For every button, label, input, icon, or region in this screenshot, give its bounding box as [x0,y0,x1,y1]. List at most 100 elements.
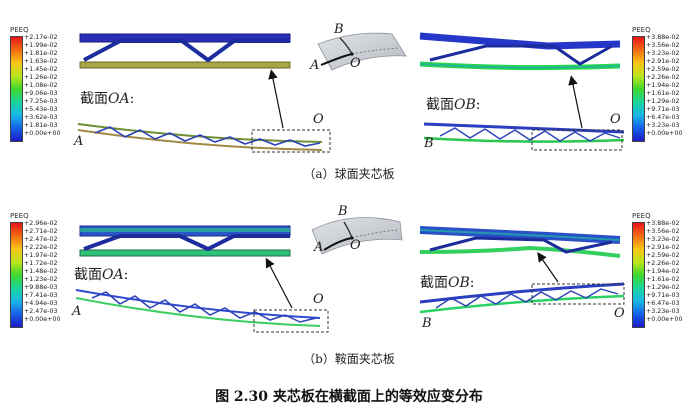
legend-value: +4.94e-03 [24,300,58,307]
legend-value: +3.56e-02 [646,228,680,235]
legend-colorbar [632,222,645,328]
legend-value: +1.45e-02 [24,66,58,73]
legend-value: +3.23e-03 [646,308,680,315]
point-b-label: B [334,22,344,37]
point-b-label: B [422,316,432,331]
full-section-oa-b [75,257,329,333]
legend-value: +2.96e-02 [24,220,58,227]
legend-value: +3.62e-03 [24,114,58,121]
section-var: OB [454,97,476,113]
legend-value: +1.61e-02 [646,90,680,97]
legend-value: +1.61e-02 [646,276,680,283]
legend-value: +0.00e+00 [24,316,61,323]
legend-title: PEEQ [10,26,29,34]
point-o-label: O [614,306,625,321]
panel-b-caption: （b）鞍面夹芯板 [303,352,395,366]
point-o-label: O [610,112,621,127]
legend-title: PEEQ [632,26,651,34]
legend-colorbar [632,36,645,142]
shell-sketch-b [311,217,403,255]
legend-value: +5.43e-03 [24,106,58,113]
zoom-section-ob-b [419,226,621,258]
point-o-label: O [350,56,361,71]
legend-value: +6.47e-03 [646,114,680,121]
panel-a [77,32,625,153]
legend-value: +7.41e-03 [24,292,58,299]
legend-value: +0.00e+00 [646,316,683,323]
legend-value: +9.88e-03 [24,284,58,291]
section-var: OA [108,91,130,107]
legend-value: +1.81e-03 [24,122,58,129]
section-prefix: 截面 [426,97,454,113]
legend-value: +3.23e-03 [646,122,680,129]
legend-value: +7.25e-03 [24,98,58,105]
legend-value: +1.94e-02 [646,268,680,275]
point-o-label: O [350,238,361,253]
section-suffix: : [475,97,481,113]
shell-sketch-a [317,32,407,71]
section-var: OB [448,275,470,291]
legend-value: +1.29e-02 [646,98,680,105]
legend-value: +1.29e-02 [646,284,680,291]
legend-title: PEEQ [632,212,651,220]
full-section-ob-b [419,252,625,314]
legend-values: +2.17e-02 +1.99e-02 +1.81e-02 +1.63e-02 … [24,34,60,138]
section-suffix: : [469,275,475,291]
panel-a-caption: （a）球面夹芯板 [303,167,395,181]
legend-values: +3.88e-02 +3.56e-02 +3.23e-02 +2.91e-02 … [646,34,682,138]
zoom-section-oa-b [79,225,291,257]
legend-title: PEEQ [10,212,29,220]
point-a-label: A [314,240,324,255]
full-section-ob-a [423,75,625,151]
legend-value: +2.26e-02 [646,260,680,267]
legend-value: +6.47e-03 [646,300,680,307]
point-a-label: A [74,134,84,149]
legend-value: +0.00e+00 [646,130,683,137]
section-ob-label-b: 截面OB: [420,272,474,292]
legend-values: +2.96e-02 +2.71e-02 +2.47e-02 +2.22e-02 … [24,220,60,324]
zoom-section-ob-a [419,32,621,71]
point-a-label: A [72,304,82,319]
legend-value: +1.63e-02 [24,58,58,65]
legend-value: +3.23e-02 [646,236,680,243]
section-oa-label-a: 截面OA: [80,88,134,108]
legend-value: +1.08e-02 [24,82,58,89]
legend-value: +2.91e-02 [646,58,680,65]
legend-value: +2.17e-02 [24,34,58,41]
section-prefix: 截面 [80,91,108,107]
legend-value: +2.91e-02 [646,244,680,251]
figure-caption: 图 2.30 夹芯板在横截面上的等效应变分布 [215,389,483,405]
legend-value: +1.94e-02 [646,82,680,89]
legend-value: +2.47e-03 [24,308,58,315]
legend-value: +1.81e-02 [24,50,58,57]
legend-colorbar [10,36,23,142]
legend-value: +1.23e-02 [24,276,58,283]
section-suffix: : [123,267,129,283]
full-section-oa-a [77,69,331,153]
legend-value: +1.48e-02 [24,268,58,275]
legend-value: +1.26e-02 [24,74,58,81]
legend-value: +2.71e-02 [24,228,58,235]
legend-value: +3.56e-02 [646,42,680,49]
legend-value: +1.99e-02 [24,42,58,49]
section-prefix: 截面 [74,267,102,283]
legend-value: +9.06e-03 [24,90,58,97]
section-oa-label-b: 截面OA: [74,264,128,284]
legend-value: +3.23e-02 [646,50,680,57]
point-b-label: B [424,136,434,151]
zoom-section-oa-a [79,33,291,69]
legend-value: +2.59e-02 [646,66,680,73]
panel-b [75,217,625,333]
legend-value: +2.26e-02 [646,74,680,81]
legend-values: +3.88e-02 +3.56e-02 +3.23e-02 +2.91e-02 … [646,220,682,324]
point-b-label: B [338,204,348,219]
legend-colorbar [10,222,23,328]
legend-value: +2.59e-02 [646,252,680,259]
section-ob-label-a: 截面OB: [426,94,480,114]
legend-value: +9.71e-03 [646,292,680,299]
legend-value: +1.72e-02 [24,260,58,267]
point-o-label: O [313,112,324,127]
section-var: OA [102,267,124,283]
legend-value: +9.71e-03 [646,106,680,113]
